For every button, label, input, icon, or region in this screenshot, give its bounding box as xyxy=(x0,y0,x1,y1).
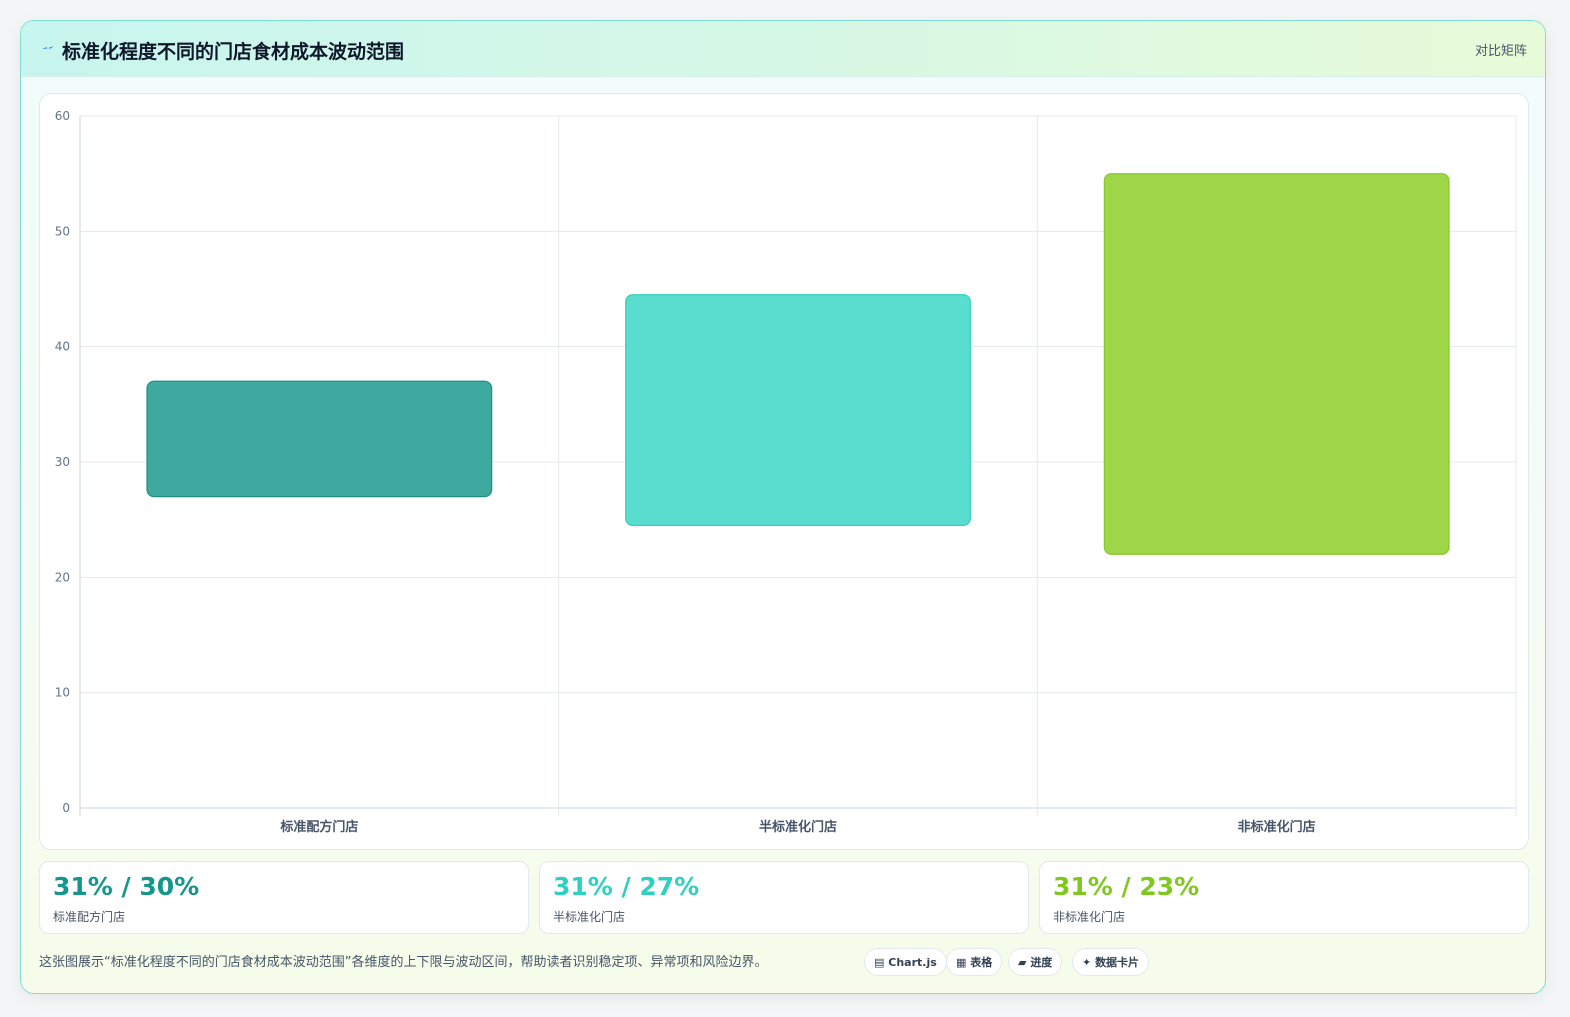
y-tick-label: 60 xyxy=(55,109,70,123)
y-tick-label: 50 xyxy=(55,224,70,238)
chip-label: 进度 xyxy=(1030,956,1053,969)
chip-chartjs[interactable]: ▤ Chart.js xyxy=(864,948,947,976)
x-tick-label: 非标准化门店 xyxy=(1238,819,1316,835)
y-tick-label: 20 xyxy=(55,570,70,584)
sparkle-icon: ✦ xyxy=(1082,956,1092,969)
stat-value: 31% / 30% xyxy=(53,872,200,901)
plot-area: 0 10 20 30 40 50 60 标准配方门店 半标准化门店 非标准化门店 xyxy=(39,93,1529,850)
y-tick-label: 0 xyxy=(62,801,70,815)
chip-label: 表格 xyxy=(970,956,993,969)
chip-label: Chart.js xyxy=(888,956,937,969)
chart-icon: ▤ xyxy=(874,956,885,969)
x-tick-label: 标准配方门店 xyxy=(279,819,358,835)
table-icon: ▦ xyxy=(956,956,967,969)
chip-data-cards[interactable]: ✦ 数据卡片 xyxy=(1072,948,1150,976)
progress-icon: ▰ xyxy=(1018,956,1027,969)
stat-value: 31% / 27% xyxy=(553,872,700,901)
card-header: 标准化程度不同的门店食材成本波动范围 对比矩阵 xyxy=(21,21,1545,77)
stat-card: 31% / 23% 非标准化门店 xyxy=(1039,861,1529,934)
y-tick-label: 10 xyxy=(55,686,70,700)
x-tick-label: 半标准化门店 xyxy=(759,819,837,835)
range-bar-chart: 0 10 20 30 40 50 60 标准配方门店 半标准化门店 非标准化门店 xyxy=(55,109,1517,835)
mode-label[interactable]: 对比矩阵 xyxy=(1474,44,1527,59)
stat-value: 31% / 23% xyxy=(1053,872,1200,901)
range-bar xyxy=(625,294,971,527)
stat-cards: 31% / 30% 标准配方门店 31% / 27% 半标准化门店 31% / … xyxy=(39,861,1529,934)
chip-progress[interactable]: ▰ 进度 xyxy=(1008,948,1063,976)
chip-table[interactable]: ▦ 表格 xyxy=(946,948,1003,976)
stat-card: 31% / 30% 标准配方门店 xyxy=(39,861,529,934)
stat-label: 半标准化门店 xyxy=(553,910,626,924)
range-bar xyxy=(146,380,493,498)
chart-description: 这张图展示“标准化程度不同的门店食材成本波动范围”各维度的上下限与波动区间，帮助… xyxy=(39,955,768,970)
stat-label: 非标准化门店 xyxy=(1053,910,1126,924)
chart-card: 标准化程度不同的门店食材成本波动范围 对比矩阵 0 10 20 30 40 50 60 标准配… xyxy=(20,20,1546,994)
lightning-icon xyxy=(42,46,54,50)
chart-title: 标准化程度不同的门店食材成本波动范围 xyxy=(62,41,405,63)
y-tick-label: 40 xyxy=(55,340,70,354)
stat-card: 31% / 27% 半标准化门店 xyxy=(539,861,1029,934)
stat-label: 标准配方门店 xyxy=(53,910,126,924)
y-tick-label: 30 xyxy=(55,455,70,469)
range-bar xyxy=(1103,173,1450,555)
chip-label: 数据卡片 xyxy=(1095,956,1140,969)
